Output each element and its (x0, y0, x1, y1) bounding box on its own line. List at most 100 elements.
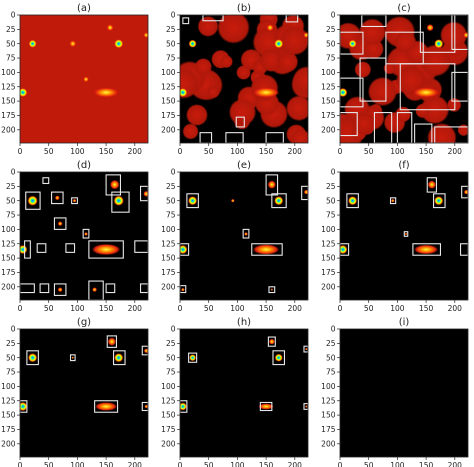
x-tick-label: 100 (390, 304, 405, 313)
x-tick-label: 0 (18, 461, 23, 467)
y-tick-label: 75 (166, 211, 176, 220)
detection-box (20, 283, 35, 294)
y-tick-label: 75 (326, 211, 336, 220)
activation-peak (180, 402, 187, 411)
x-tick-label: 150 (259, 304, 274, 313)
activation-blob (354, 61, 372, 78)
x-tick-label: 100 (230, 147, 245, 156)
plot-area (20, 15, 148, 143)
axis-frame (339, 14, 469, 144)
axis-frame (19, 171, 149, 301)
x-tick-label: 100 (230, 304, 245, 313)
panel-h: (h) 0 50 100 150 200 0 25 50 75 100 125 150 175 200 (161, 317, 309, 467)
x-tick-label: 150 (99, 147, 114, 156)
detection-box (340, 243, 350, 256)
panel-b: (b) 0 50 100 150 200 0 25 50 75 100 125 150 175 200 (161, 3, 309, 156)
activation-peak (181, 287, 185, 292)
activation-blob (217, 15, 250, 44)
x-tick-label: 0 (338, 461, 343, 467)
activation-peak (20, 244, 28, 255)
y-tick-label: 100 (321, 225, 336, 234)
x-tick-label: 0 (178, 461, 183, 467)
y-tick-label: 200 (1, 439, 16, 448)
activation-peak (253, 87, 280, 98)
activation-peak (143, 348, 148, 354)
x-tick-label: 200 (288, 304, 303, 313)
y-tick-label: 25 (6, 182, 16, 191)
detection-box (113, 350, 126, 366)
y-tick-label: 150 (321, 97, 336, 106)
detection-box (361, 15, 387, 28)
y-tick-label: 175 (321, 111, 336, 120)
detection-box (180, 285, 187, 294)
x-tick-label: 200 (448, 147, 463, 156)
panel-title: (h) (237, 317, 251, 328)
detection-box (105, 283, 116, 294)
y-tick-label: 125 (161, 82, 176, 91)
plot-area (180, 15, 308, 143)
detection-box (20, 400, 28, 413)
activation-blob (276, 51, 299, 73)
x-tick-label: 50 (364, 304, 374, 313)
detection-box (88, 240, 124, 259)
panel-title: (i) (399, 317, 410, 328)
activation-peak (20, 401, 28, 412)
y-tick-label: 25 (326, 339, 336, 348)
y-tick-label: 50 (166, 353, 176, 362)
x-tick-label: 50 (204, 304, 214, 313)
activation-blob (358, 18, 387, 46)
detection-box (39, 283, 50, 294)
x-tick-label: 200 (128, 304, 143, 313)
plot-area (20, 329, 148, 457)
activation-peak (114, 353, 124, 363)
activation-peak (189, 354, 197, 362)
y-tick-label: 125 (321, 396, 336, 405)
zero-background (20, 172, 148, 300)
activation-peak (106, 24, 114, 32)
y-tick-label: 0 (171, 168, 176, 177)
activation-peak (413, 87, 440, 98)
y-tick-label: 200 (161, 282, 176, 291)
activation-peak (84, 232, 88, 236)
x-tick-label: 100 (390, 147, 405, 156)
activation-peak (348, 196, 358, 206)
activation-peak (107, 337, 116, 346)
y-tick-label: 25 (6, 339, 16, 348)
axis-frame (179, 14, 309, 144)
y-tick-label: 150 (161, 411, 176, 420)
x-tick-label: 150 (259, 147, 274, 156)
activation-peak (244, 232, 248, 236)
activation-peak (93, 87, 120, 98)
y-tick-label: 0 (11, 11, 16, 20)
detection-box (459, 243, 468, 256)
y-tick-label: 200 (161, 125, 176, 134)
y-tick-label: 125 (1, 396, 16, 405)
y-tick-label: 75 (6, 368, 16, 377)
panel-title: (b) (237, 3, 251, 14)
detection-box (65, 243, 76, 253)
detection-box (373, 112, 393, 143)
detection-box (399, 63, 456, 111)
detection-box (451, 15, 468, 50)
activation-peak (303, 189, 308, 195)
activation-peak (463, 32, 468, 38)
zero-background (20, 329, 148, 457)
y-tick-label: 75 (6, 54, 16, 63)
detection-box (53, 217, 67, 230)
panel-d: (d) 0 50 100 150 200 0 25 50 75 100 125 150 175 200 (1, 160, 149, 313)
activation-peak (71, 356, 74, 359)
y-tick-label: 100 (1, 68, 16, 77)
detection-box (69, 354, 76, 362)
y-tick-label: 75 (166, 368, 176, 377)
y-tick-label: 50 (326, 196, 336, 205)
detection-box (111, 191, 130, 213)
detection-box (105, 174, 121, 196)
detection-box (180, 400, 188, 413)
activation-peak (274, 196, 284, 206)
y-tick-label: 150 (1, 411, 16, 420)
activation-peak (266, 24, 274, 32)
y-tick-label: 0 (331, 325, 336, 334)
detection-box (188, 352, 198, 363)
plot-area (20, 172, 148, 300)
y-tick-label: 100 (161, 382, 176, 391)
